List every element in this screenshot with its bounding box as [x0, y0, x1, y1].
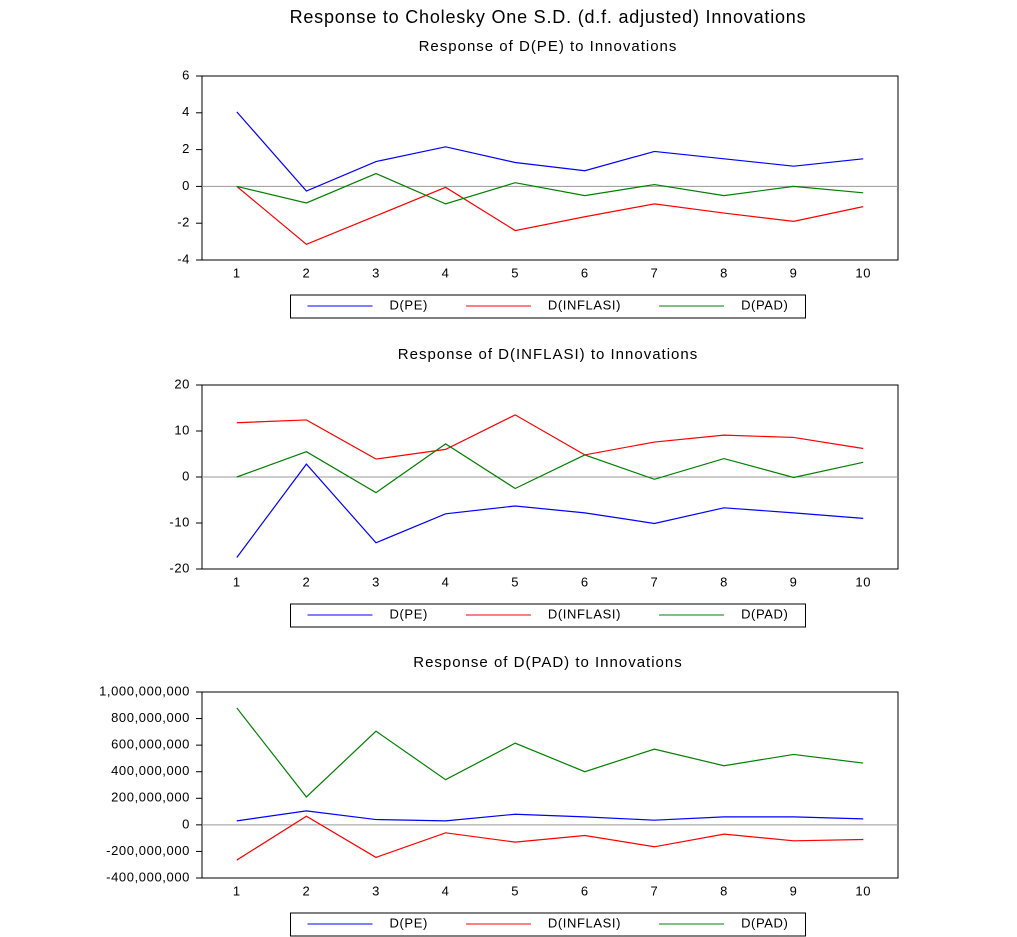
x-tick-label: 3: [372, 574, 380, 589]
y-tick-label: 0: [182, 178, 190, 193]
y-tick-label: -2: [177, 215, 190, 230]
x-tick-label: 9: [790, 883, 798, 898]
legend-box: [290, 912, 806, 937]
x-tick-label: 2: [302, 574, 310, 589]
x-tick-label: 3: [372, 265, 380, 280]
x-tick-label: 4: [442, 574, 450, 589]
series-line: [236, 707, 864, 798]
legend-box: [290, 603, 806, 628]
series-line: [236, 111, 864, 192]
x-tick-label: 3: [372, 883, 380, 898]
y-tick-label: -200,000,000: [106, 843, 190, 858]
x-tick-label: 8: [720, 883, 728, 898]
x-tick-label: 7: [650, 265, 658, 280]
x-tick-label: 2: [302, 883, 310, 898]
legend-box: [290, 294, 806, 319]
y-tick-label: 200,000,000: [111, 790, 190, 805]
y-tick-label: -4: [177, 251, 190, 266]
y-tick-label: 20: [174, 376, 190, 391]
y-tick-label: 4: [182, 104, 190, 119]
page-title: Response to Cholesky One S.D. (d.f. adju…: [290, 7, 807, 27]
y-tick-label: 10: [174, 422, 190, 437]
legend-label: D(PAD): [741, 606, 788, 621]
series-line: [236, 463, 864, 558]
y-tick-label: -20: [169, 560, 190, 575]
chart-title: Response of D(INFLASI) to Innovations: [398, 346, 698, 363]
legend-label: D(PE): [390, 297, 428, 312]
plot-frame: [201, 75, 899, 261]
y-tick-label: -10: [169, 514, 190, 529]
y-tick-label: 800,000,000: [111, 710, 190, 725]
legend: D(PE) D(INFLASI) D(PAD): [290, 294, 806, 319]
y-tick-label: 2: [182, 141, 190, 156]
x-tick-label: 6: [581, 265, 589, 280]
legend-label: D(INFLASI): [548, 297, 621, 312]
chart-title: Response of D(PAD) to Innovations: [413, 654, 683, 671]
x-tick-label: 5: [511, 574, 519, 589]
legend-label: D(PAD): [741, 915, 788, 930]
x-tick-label: 1: [233, 883, 241, 898]
x-tick-label: 2: [302, 265, 310, 280]
legend-label: D(PE): [390, 606, 428, 621]
x-tick-label: 1: [233, 574, 241, 589]
legend-label: D(PE): [390, 915, 428, 930]
series-line: [236, 172, 864, 205]
x-tick-label: 10: [855, 574, 871, 589]
x-tick-label: 7: [650, 883, 658, 898]
y-tick-label: -400,000,000: [106, 869, 190, 884]
x-tick-label: 10: [855, 265, 871, 280]
y-tick-label: 0: [182, 816, 190, 831]
series-line: [236, 443, 864, 494]
y-tick-label: 400,000,000: [111, 763, 190, 778]
legend-label: D(PAD): [741, 297, 788, 312]
legend: D(PE) D(INFLASI) D(PAD): [290, 603, 806, 628]
x-tick-label: 4: [442, 265, 450, 280]
x-tick-label: 10: [855, 883, 871, 898]
x-tick-label: 5: [511, 265, 519, 280]
x-tick-label: 9: [790, 265, 798, 280]
plot-frame: [201, 691, 899, 879]
series-line: [236, 815, 864, 861]
x-tick-label: 5: [511, 883, 519, 898]
x-tick-label: 8: [720, 265, 728, 280]
x-tick-label: 9: [790, 574, 798, 589]
x-tick-label: 1: [233, 265, 241, 280]
x-tick-label: 6: [581, 574, 589, 589]
y-tick-label: 1,000,000,000: [99, 683, 190, 698]
legend-label: D(INFLASI): [548, 915, 621, 930]
series-line: [236, 414, 864, 460]
x-tick-label: 8: [720, 574, 728, 589]
chart-title: Response of D(PE) to Innovations: [419, 38, 678, 55]
series-line: [236, 185, 864, 246]
y-tick-label: 0: [182, 468, 190, 483]
x-tick-label: 4: [442, 883, 450, 898]
y-tick-label: 6: [182, 67, 190, 82]
y-tick-label: 600,000,000: [111, 737, 190, 752]
series-line: [236, 810, 864, 822]
legend: D(PE) D(INFLASI) D(PAD): [290, 912, 806, 937]
x-tick-label: 6: [581, 883, 589, 898]
x-tick-label: 7: [650, 574, 658, 589]
legend-label: D(INFLASI): [548, 606, 621, 621]
